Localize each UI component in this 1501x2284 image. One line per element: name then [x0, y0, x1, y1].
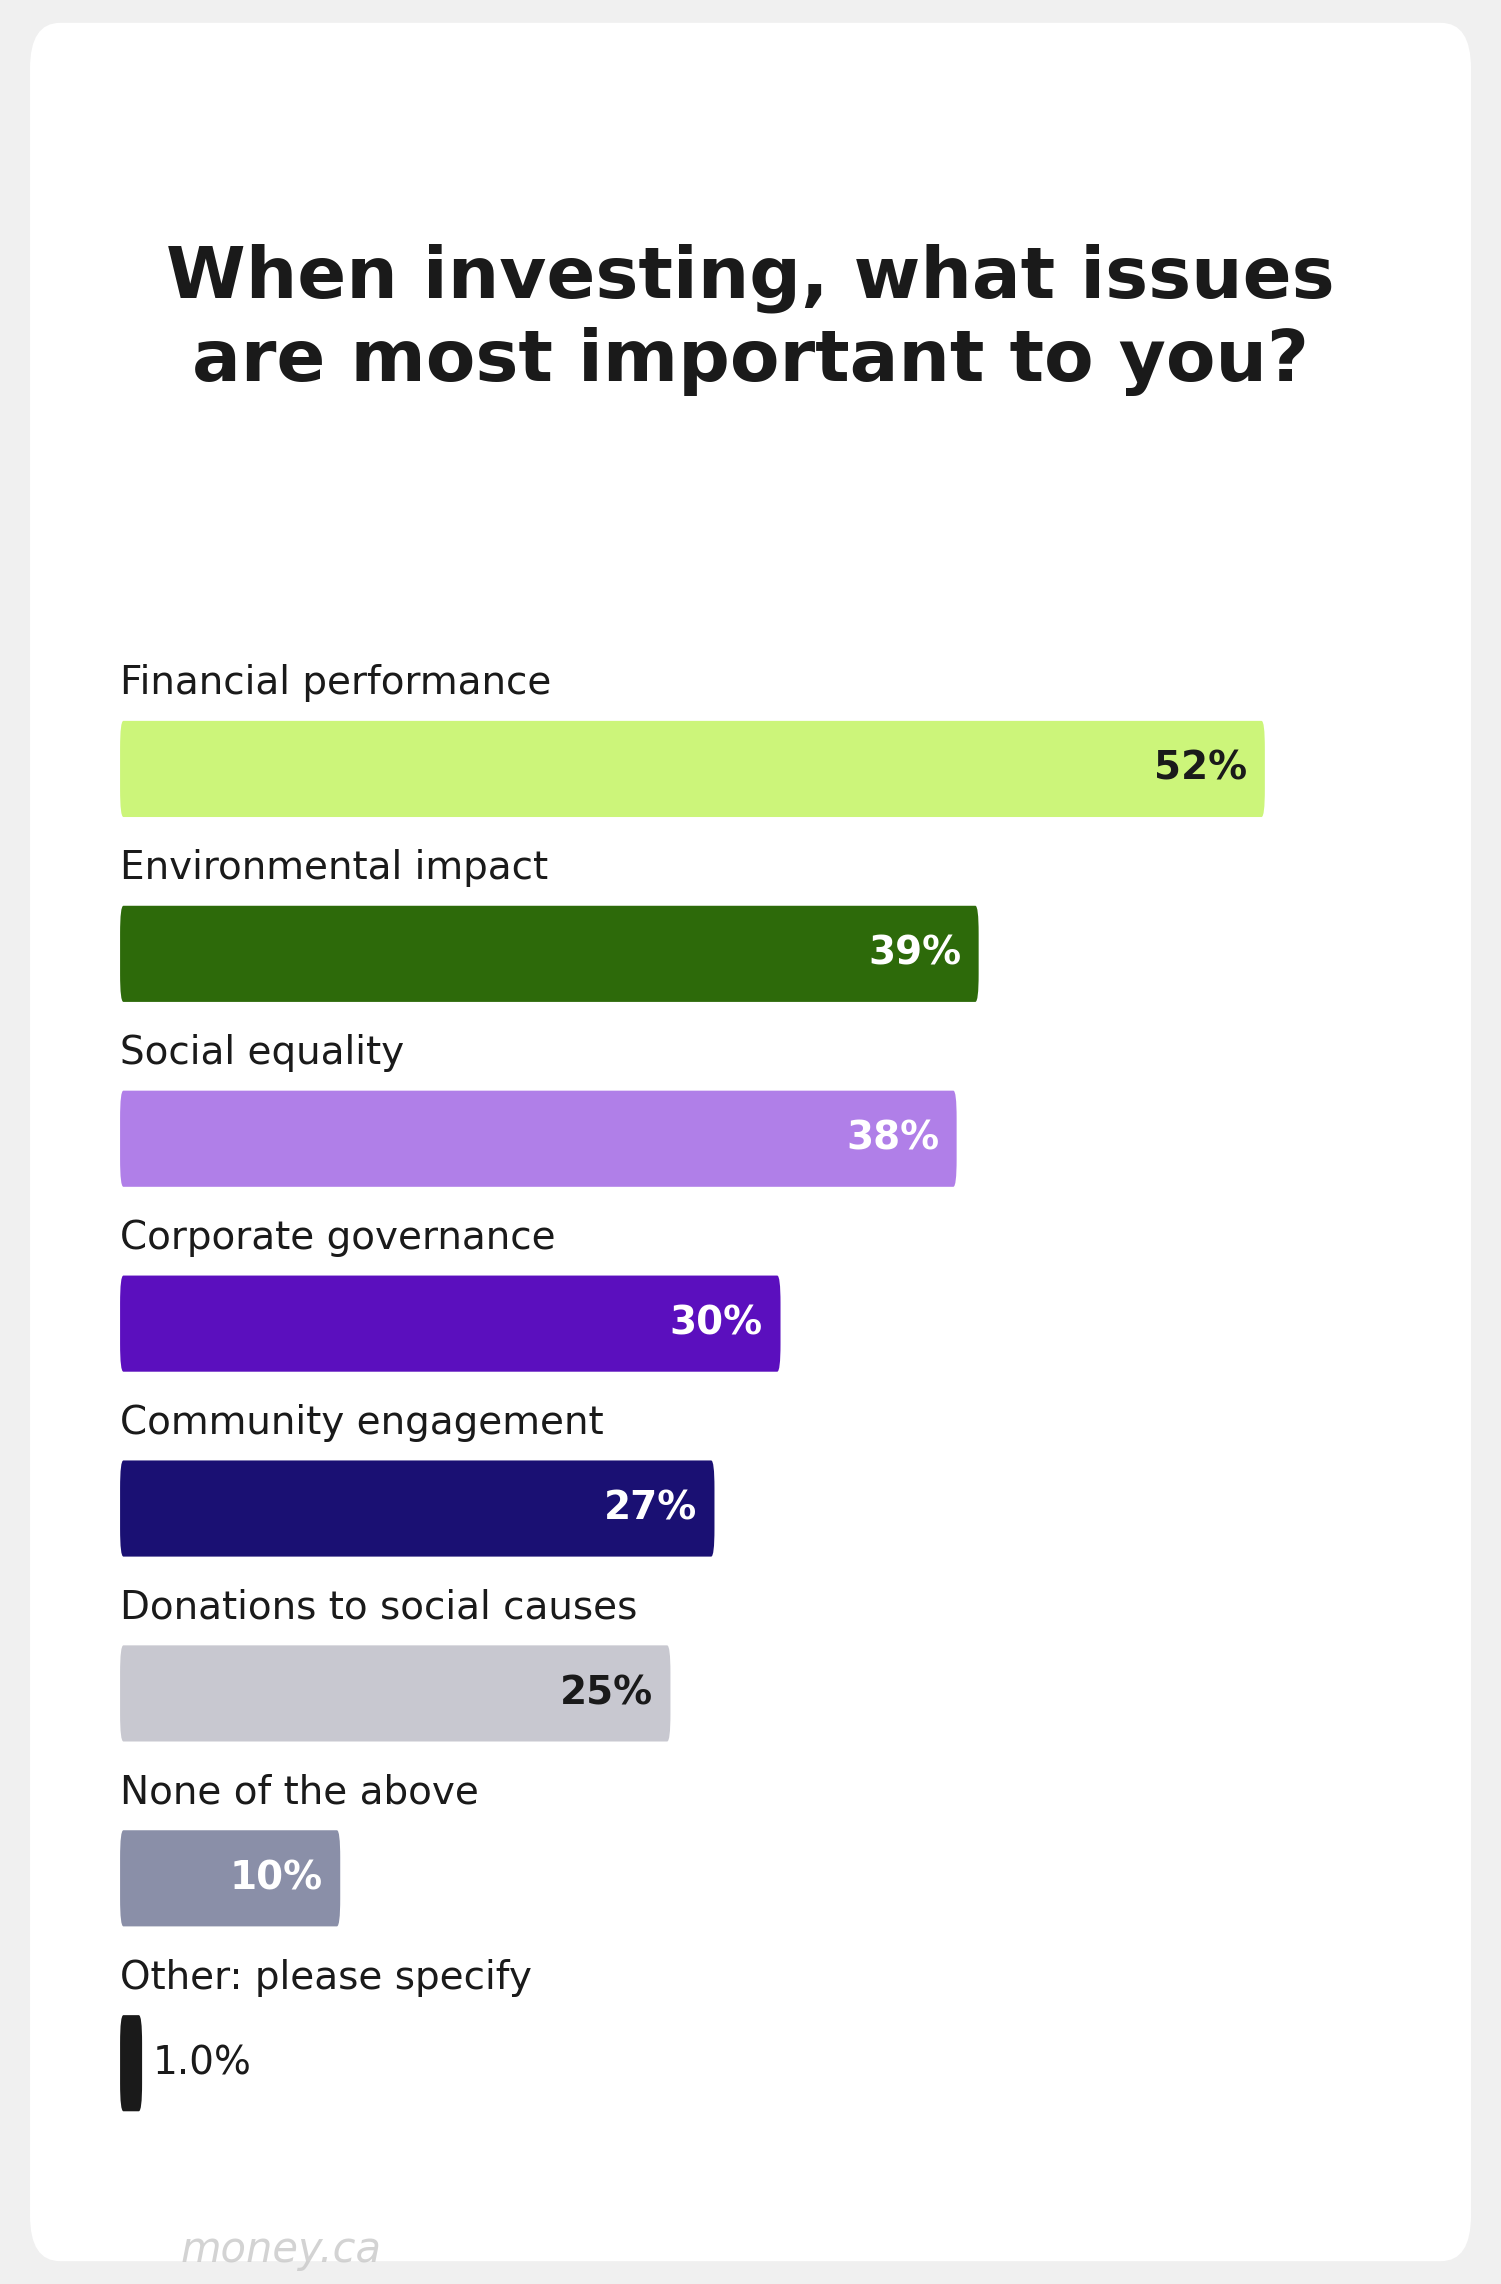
FancyBboxPatch shape [120, 722, 1265, 818]
Text: 30%: 30% [669, 1304, 763, 1343]
FancyBboxPatch shape [30, 23, 1471, 2261]
Text: Corporate governance: Corporate governance [120, 1220, 555, 1256]
Text: Community engagement: Community engagement [120, 1405, 603, 1441]
FancyBboxPatch shape [120, 2014, 143, 2110]
Text: Donations to social causes: Donations to social causes [120, 1590, 638, 1626]
Text: 39%: 39% [868, 934, 961, 973]
Text: 27%: 27% [603, 1489, 696, 1528]
FancyBboxPatch shape [120, 1644, 671, 1740]
Text: Environmental impact: Environmental impact [120, 850, 548, 886]
Text: Financial performance: Financial performance [120, 665, 551, 703]
FancyBboxPatch shape [120, 1092, 956, 1188]
FancyBboxPatch shape [120, 907, 979, 1003]
Text: Other: please specify: Other: please specify [120, 1960, 531, 1996]
FancyBboxPatch shape [120, 1829, 341, 1925]
Text: 38%: 38% [847, 1119, 940, 1158]
Text: Social equality: Social equality [120, 1035, 404, 1071]
FancyBboxPatch shape [120, 1274, 781, 1373]
Text: None of the above: None of the above [120, 1775, 479, 1811]
Text: money.ca: money.ca [180, 2229, 381, 2270]
Text: 10%: 10% [230, 1859, 323, 1898]
FancyBboxPatch shape [120, 1459, 714, 1558]
Text: 1.0%: 1.0% [153, 2044, 252, 2083]
Text: When investing, what issues
are most important to you?: When investing, what issues are most imp… [167, 244, 1334, 395]
Text: 52%: 52% [1154, 749, 1247, 788]
Text: 25%: 25% [560, 1674, 653, 1713]
